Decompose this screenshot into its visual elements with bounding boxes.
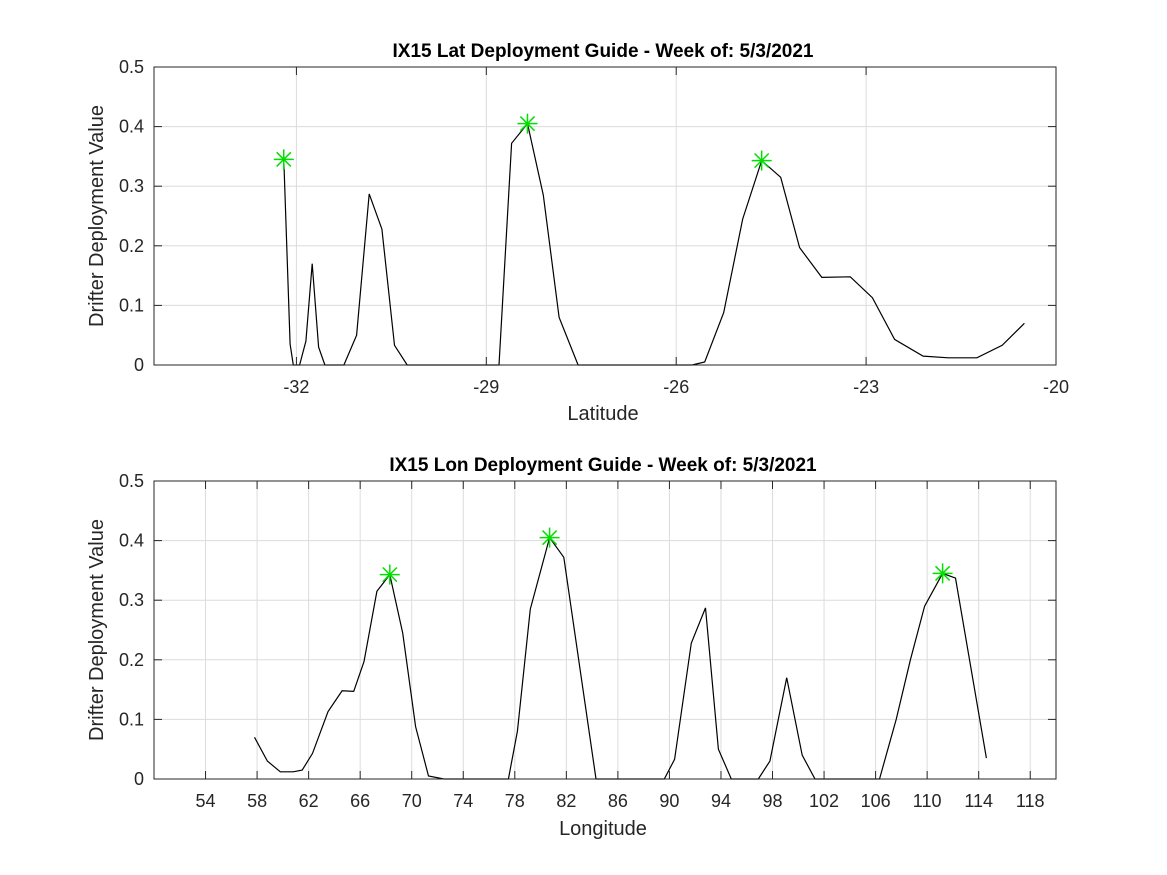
longitude-x-tick-label: 102 <box>809 791 839 811</box>
longitude-y-tick-label: 0.3 <box>119 590 144 610</box>
longitude-x-tick-label: 114 <box>964 791 993 811</box>
longitude-x-tick-label: 90 <box>659 791 679 811</box>
longitude-ticks: 54 58 62 66 70 74 78 82 86 90 94 98 102 106 110 114 118 0… <box>119 471 1056 811</box>
longitude-peak-marker <box>379 564 400 585</box>
longitude-chart: IX15 Lon Deployment Guide - Week of: 5/3… <box>86 455 1057 840</box>
latitude-x-tick-label: -23 <box>853 377 879 397</box>
latitude-y-axis-label: Drifter Deployment Value <box>86 105 108 327</box>
latitude-x-axis-label: Latitude <box>567 403 638 425</box>
longitude-x-tick-label: 70 <box>402 791 422 811</box>
longitude-peak-markers <box>379 527 953 585</box>
longitude-y-tick-label: 0 <box>134 769 144 789</box>
latitude-y-tick-label: 0 <box>134 355 144 375</box>
latitude-chart: IX15 Lat Deployment Guide - Week of: 5/3… <box>86 41 1069 425</box>
longitude-y-axis-label: Drifter Deployment Value <box>86 519 108 741</box>
longitude-x-tick-label: 58 <box>247 791 267 811</box>
longitude-series-line <box>253 536 987 780</box>
latitude-y-tick-label: 0.2 <box>119 236 144 256</box>
latitude-series-line <box>283 122 1025 366</box>
latitude-peak-marker <box>273 149 294 170</box>
longitude-y-tick-label: 0.5 <box>119 471 144 491</box>
longitude-x-tick-label: 94 <box>711 791 731 811</box>
longitude-x-axis-label: Longitude <box>559 818 647 840</box>
latitude-grid <box>154 67 1056 365</box>
latitude-x-tick-label: -32 <box>283 377 309 397</box>
longitude-x-tick-label: 82 <box>556 791 576 811</box>
longitude-series <box>253 536 987 780</box>
latitude-peak-marker <box>751 150 772 171</box>
longitude-peak-marker <box>932 563 953 584</box>
longitude-y-tick-label: 0.2 <box>119 650 144 670</box>
longitude-x-tick-label: 54 <box>196 791 216 811</box>
latitude-axes-box <box>153 66 1057 366</box>
latitude-chart-title: IX15 Lat Deployment Guide - Week of: 5/3… <box>393 41 814 62</box>
latitude-series <box>283 122 1025 366</box>
longitude-x-tick-label: 86 <box>608 791 628 811</box>
latitude-y-tick-label: 0.3 <box>119 176 144 196</box>
longitude-x-tick-label: 74 <box>453 791 473 811</box>
longitude-x-tick-label: 118 <box>1016 791 1045 811</box>
latitude-x-tick-label: -29 <box>473 377 499 397</box>
longitude-x-tick-label: 110 <box>913 791 942 811</box>
longitude-x-tick-label: 66 <box>350 791 370 811</box>
latitude-y-tick-label: 0.1 <box>119 295 144 315</box>
latitude-y-tick-label: 0.4 <box>119 117 144 137</box>
longitude-x-tick-label: 78 <box>505 791 525 811</box>
longitude-grid <box>154 481 1056 779</box>
latitude-y-tick-label: 0.5 <box>119 57 144 77</box>
latitude-peak-marker <box>517 113 538 134</box>
longitude-axes-box <box>153 480 1057 780</box>
longitude-y-tick-label: 0.1 <box>119 709 144 729</box>
longitude-x-tick-label: 62 <box>299 791 319 811</box>
longitude-x-tick-label: 98 <box>762 791 782 811</box>
longitude-x-tick-label: 106 <box>861 791 891 811</box>
latitude-x-tick-label: -26 <box>663 377 689 397</box>
longitude-y-tick-label: 0.4 <box>119 531 144 551</box>
longitude-peak-marker <box>539 527 560 548</box>
latitude-x-tick-label: -20 <box>1043 377 1069 397</box>
longitude-chart-title: IX15 Lon Deployment Guide - Week of: 5/3… <box>389 455 817 476</box>
latitude-peak-markers <box>273 113 772 171</box>
latitude-ticks: -32 -29 -26 -23 -20 0 0.1 0.2 0.3 0.4 0.5 <box>119 57 1069 397</box>
